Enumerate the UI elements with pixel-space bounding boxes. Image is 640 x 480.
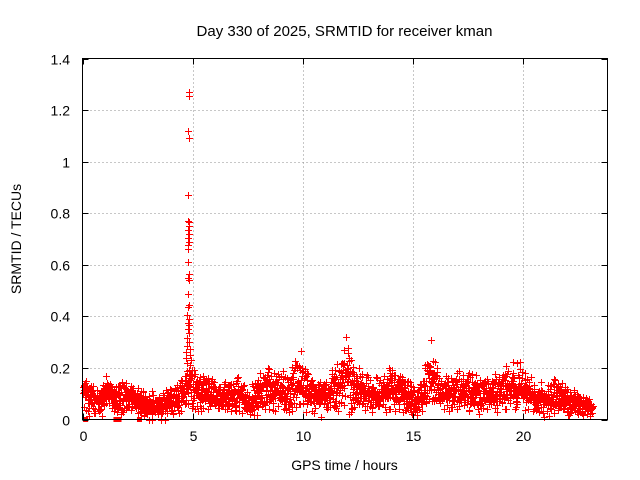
y-tick-label: 0.6 (51, 258, 71, 274)
y-tick-label: 1.2 (51, 103, 71, 119)
y-tick-label: 0.8 (51, 206, 71, 222)
plot-border (82, 58, 608, 420)
y-tick-label: 1 (62, 155, 70, 171)
x-tick-label: 5 (190, 428, 198, 444)
x-tick-label: 20 (516, 428, 532, 444)
y-tick-label: 1.4 (51, 52, 71, 68)
scatter-markers (80, 89, 597, 424)
x-tick-label: 15 (406, 428, 422, 444)
y-tick-label: 0 (62, 413, 70, 429)
chart-title: Day 330 of 2025, SRMTID for receiver kma… (197, 23, 493, 40)
axis-ticks: 0 5 10 15 20 0 0.2 0.4 0.6 0.8 1 1.2 1.4 (51, 52, 608, 444)
x-tick-label: 0 (80, 428, 88, 444)
y-tick-label: 0.2 (51, 361, 71, 377)
x-tick-label: 10 (296, 428, 312, 444)
grid-lines (82, 58, 608, 420)
y-axis-label: SRMTID / TECUs (8, 184, 24, 294)
x-axis-label: GPS time / hours (291, 457, 398, 473)
y-tick-label: 0.4 (51, 309, 71, 325)
